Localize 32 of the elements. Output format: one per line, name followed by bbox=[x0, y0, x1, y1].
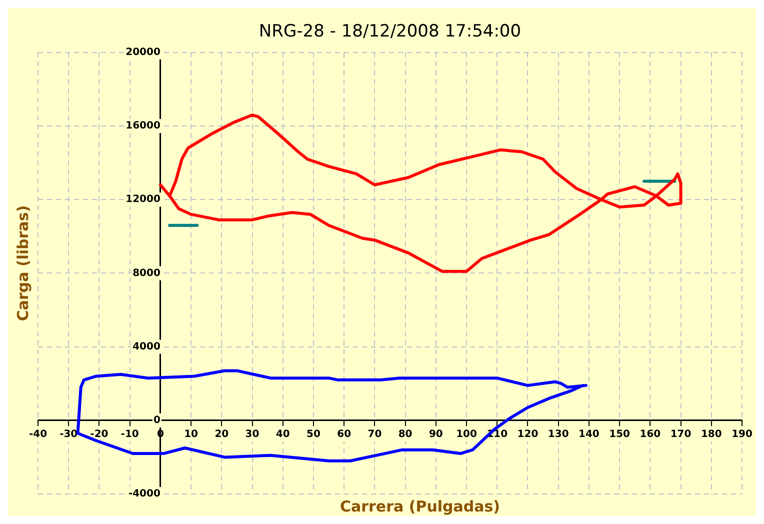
x-tick-label: 90 bbox=[428, 428, 443, 440]
x-tick-label: 10 bbox=[184, 428, 198, 440]
x-tick-label: 180 bbox=[700, 428, 722, 440]
y-tick-label: 16000 bbox=[126, 120, 160, 132]
x-tick-label: 70 bbox=[368, 428, 382, 440]
x-tick-label: 130 bbox=[548, 428, 569, 440]
x-tick-label: 30 bbox=[245, 428, 260, 440]
x-tick-label: 50 bbox=[306, 428, 320, 440]
x-tick-label: 40 bbox=[276, 428, 290, 440]
y-axis-title: Carga (libras) bbox=[14, 205, 32, 322]
y-tick-label: -4000 bbox=[128, 488, 160, 500]
y-tick-label: 12000 bbox=[126, 194, 160, 206]
x-tick-label: 100 bbox=[456, 428, 477, 440]
x-axis-title: Carrera (Pulgadas) bbox=[340, 497, 500, 516]
x-tick-label: 190 bbox=[732, 428, 752, 440]
chart-title: NRG-28 - 18/12/2008 17:54:00 bbox=[258, 22, 522, 42]
x-tick-label: -40 bbox=[28, 428, 48, 440]
x-tick-label: -10 bbox=[120, 428, 139, 440]
y-tick-label: 8000 bbox=[132, 268, 160, 279]
y-tick-label: 4000 bbox=[132, 341, 160, 352]
y-tick-label: 20000 bbox=[126, 46, 160, 58]
x-tick-label: -30 bbox=[60, 428, 78, 440]
x-tick-label: 20 bbox=[214, 428, 229, 440]
x-tick-label: 170 bbox=[670, 428, 692, 440]
x-tick-label: 120 bbox=[517, 428, 538, 440]
x-tick-label: 160 bbox=[640, 428, 661, 440]
x-tick-label: 150 bbox=[609, 428, 630, 440]
x-tick-label: 60 bbox=[337, 428, 352, 440]
x-tick-label: 80 bbox=[398, 428, 412, 440]
x-tick-label: -20 bbox=[90, 428, 108, 440]
y-tick-label: 0 bbox=[153, 414, 160, 426]
x-tick-label: 140 bbox=[578, 428, 600, 440]
